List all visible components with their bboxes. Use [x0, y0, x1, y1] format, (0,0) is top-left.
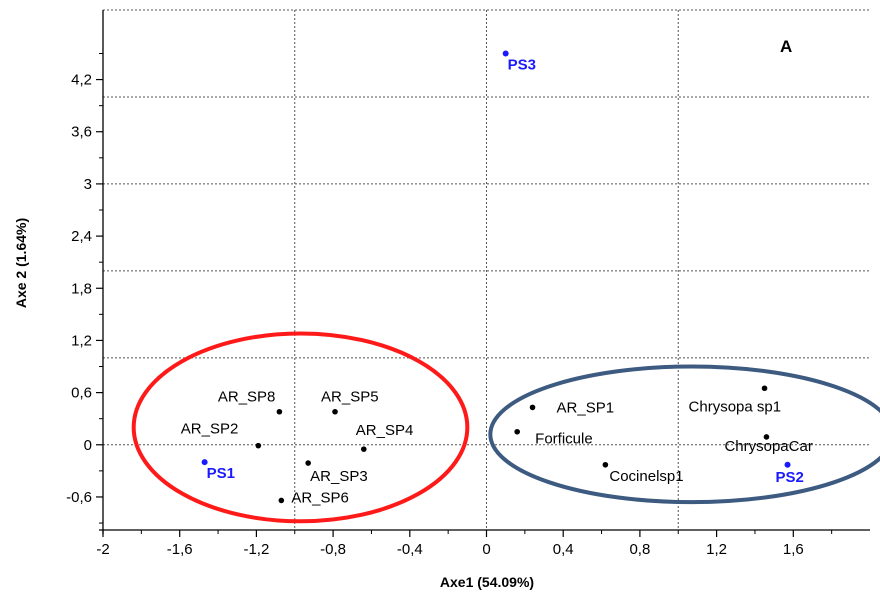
x-axis-title: Axe1 (54.09%) [440, 574, 534, 590]
y-tick-label: 1,2 [71, 332, 92, 349]
point-label: PS1 [207, 465, 235, 482]
panel-label: A [780, 37, 792, 56]
data-point [332, 408, 338, 415]
data-points: AR_SP8 AR_SP5 AR_SP2 AR_SP4 AR_SP3 AR_SP6 AR_S… [181, 50, 813, 506]
y-tick-label: 4,2 [71, 72, 92, 89]
data-point [201, 459, 208, 466]
point-label: Chrysopa sp1 [689, 398, 782, 415]
x-tick-label: 1,2 [706, 541, 727, 558]
point-label: AR_SP6 [291, 489, 349, 506]
y-tick-label: 2,4 [71, 228, 92, 245]
grid-lines [103, 9, 870, 530]
point-label: Cocinelsp1 [609, 468, 683, 485]
y-axis-title: Axe 2 (1.64%) [13, 218, 29, 308]
x-tick-label: 0,4 [553, 541, 574, 558]
data-point [529, 404, 536, 411]
y-tick-label: 3,6 [71, 124, 92, 141]
data-point [502, 50, 509, 57]
x-tick-label: 0,8 [629, 541, 650, 558]
axes: -2 -1,6 -1,2 -0,8 -0,4 0 0,4 0,8 1,2 1,6 -0,6 0 0,6 1… [66, 10, 870, 558]
y-tick-label: 1,8 [71, 280, 92, 297]
data-point [784, 461, 791, 468]
data-point [602, 461, 609, 468]
x-tick-label: -0,8 [320, 541, 346, 558]
data-point [255, 442, 262, 449]
point-label: AR_SP5 [321, 389, 379, 406]
point-label: Forficule [535, 431, 593, 448]
y-tick-label: 0,6 [71, 385, 92, 402]
group-ellipses [131, 331, 880, 524]
group-ellipse [488, 364, 880, 505]
point-label: PS2 [776, 469, 804, 486]
point-label: AR_SP3 [310, 468, 368, 485]
data-point [276, 408, 283, 415]
point-label: AR_SP1 [557, 399, 615, 416]
x-tick-label: -2 [96, 541, 109, 558]
x-tick-label: 0 [482, 541, 490, 558]
x-tick-label: -1,2 [243, 541, 269, 558]
data-point [305, 460, 311, 466]
data-point [278, 497, 285, 504]
point-label: AR_SP8 [218, 389, 276, 406]
x-tick-label: -1,6 [167, 541, 193, 558]
data-point [360, 446, 367, 452]
point-label: ChrysopaCar [724, 438, 812, 455]
data-point [763, 434, 770, 440]
y-tick-label: 3 [84, 176, 92, 193]
point-label: AR_SP4 [356, 422, 414, 439]
x-tick-label: 1,6 [783, 541, 804, 558]
y-tick-label: -0,6 [66, 489, 92, 506]
y-tick-label: 0 [84, 437, 92, 454]
x-tick-label: -0,4 [397, 541, 423, 558]
data-point [761, 385, 768, 392]
group-ellipse [131, 331, 470, 524]
data-point [514, 428, 520, 435]
point-label: AR_SP2 [181, 421, 239, 438]
point-label: PS3 [508, 56, 536, 73]
